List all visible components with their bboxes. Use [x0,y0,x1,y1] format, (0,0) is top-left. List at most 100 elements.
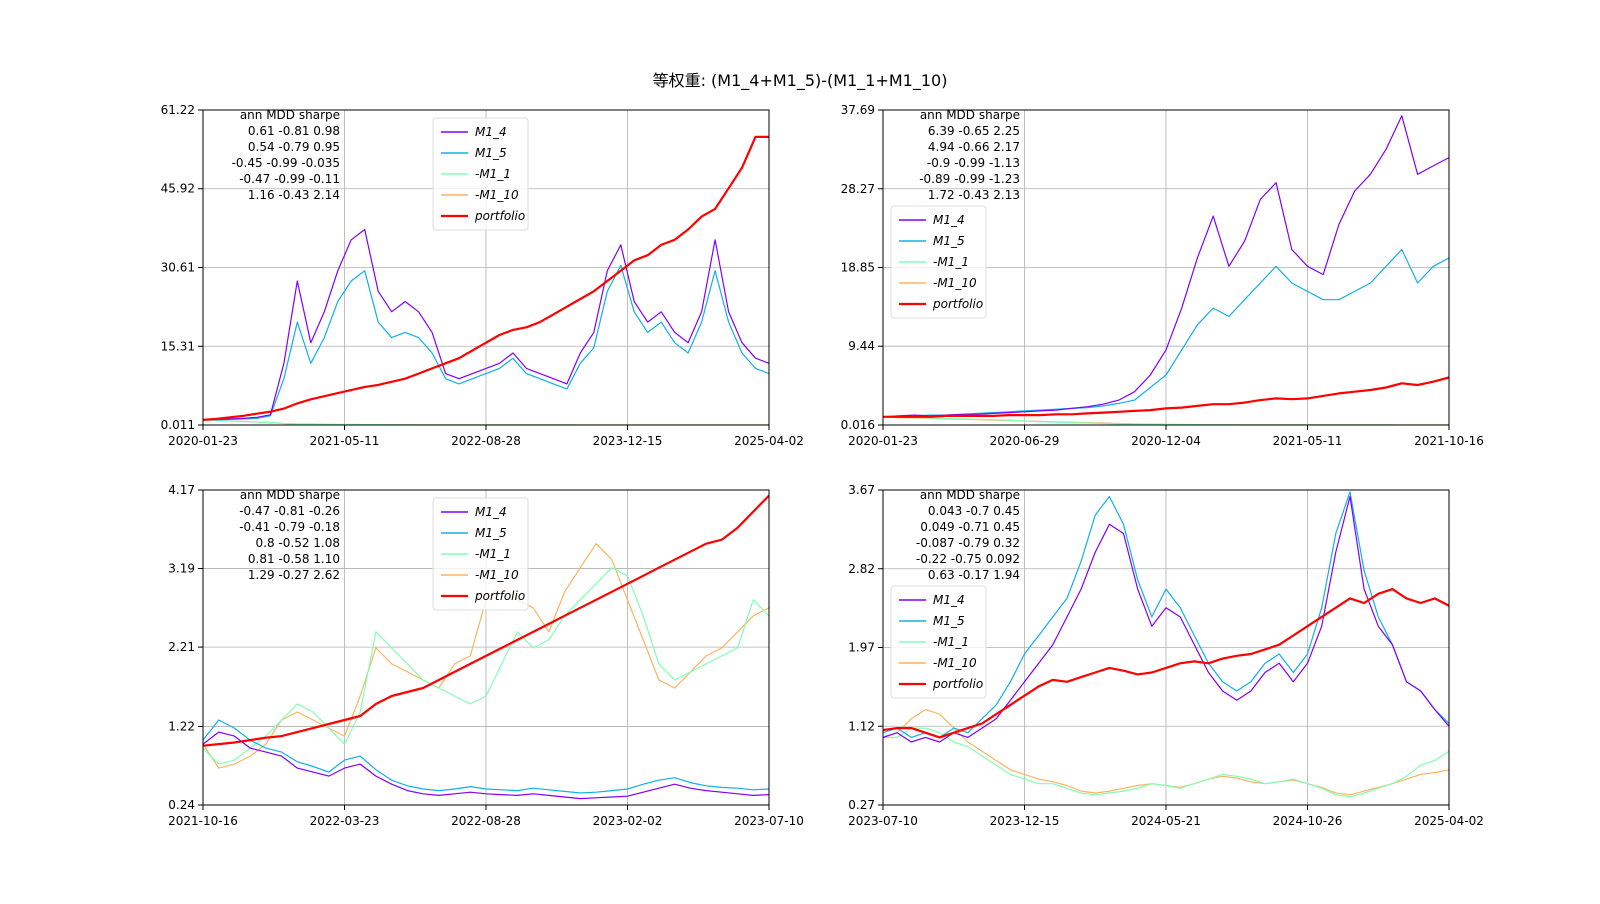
series-line-portfolio [203,494,769,747]
x-tick-label: 2023-12-15 [990,814,1060,828]
stats-row: 0.049 -0.71 0.45 [920,520,1020,534]
y-tick-label: 4.17 [168,483,195,497]
x-tick-label: 2022-08-28 [451,434,521,448]
x-tick-label: 2024-10-26 [1273,814,1343,828]
y-tick-label: 1.12 [848,719,875,733]
y-tick-label: 3.19 [168,562,195,576]
y-tick-label: 2.82 [848,562,875,576]
legend-label: -M1_1 [475,547,511,561]
legend-label: -M1_1 [933,255,969,269]
stats-row: 4.94 -0.66 2.17 [928,140,1020,154]
series-line-m1-5 [883,248,1449,418]
x-tick-label: 2022-03-23 [310,814,380,828]
y-tick-label: 18.85 [841,261,875,275]
y-tick-label: 15.31 [161,339,195,353]
series-line-neg-m1-1 [203,567,769,765]
x-tick-label: 2021-10-16 [1414,434,1484,448]
series-line-m1-5 [203,264,769,421]
plot-frame [882,109,1450,426]
legend-label: -M1_1 [475,167,511,181]
legend-label: -M1_10 [933,276,977,290]
y-tick-label: 1.97 [848,641,875,655]
plot-frame [202,489,770,806]
stats-row: -0.47 -0.81 -0.26 [239,504,340,518]
legend-label: M1_4 [475,125,507,139]
chart-panel-top-right: 2020-01-23 2020-06-29 2020-12-04 2021-05-11… [841,103,1484,448]
legend-label: M1_4 [933,213,965,227]
series-line-portfolio [203,135,769,421]
stats-row: 0.81 -0.58 1.10 [248,552,340,566]
stats-row: -0.087 -0.79 0.32 [916,536,1020,550]
y-tick-label: 3.67 [848,483,875,497]
figure-title: 等权重: (M1_4+M1_5)-(M1_1+M1_10) [653,71,948,91]
legend-label: M1_5 [933,234,965,248]
legend-label: -M1_1 [933,635,969,649]
stats-row: -0.45 -0.99 -0.035 [232,156,340,170]
stats-row: -0.47 -0.99 -0.11 [239,172,340,186]
stats-row: 6.39 -0.65 2.25 [928,124,1020,138]
y-tick-label: 0.27 [848,798,875,812]
series-line-m1-4 [883,495,1449,743]
plot-frame [202,109,770,426]
y-tick-label: 37.69 [841,103,875,117]
y-tick-label: 0.016 [841,418,875,432]
legend-label: M1_5 [933,614,965,628]
series-line-m1-4 [883,115,1449,418]
series-line-m1-5 [203,719,769,794]
stats-row: 0.54 -0.79 0.95 [248,140,340,154]
legend-label: -M1_10 [933,656,977,670]
x-tick-label: 2022-08-28 [451,814,521,828]
series-line-m1-4 [203,228,769,421]
y-tick-label: 1.22 [168,719,195,733]
series-line-m1-5 [883,491,1449,739]
legend-label: M1_4 [933,593,965,607]
stats-row: 1.29 -0.27 2.62 [248,568,340,582]
legend-label: portfolio [932,677,983,691]
stats-row: -0.9 -0.99 -1.13 [927,156,1020,170]
y-tick-label: 9.44 [848,339,875,353]
chart-panel-top-left: 2020-01-23 2021-05-11 2022-08-28 2023-12-15… [161,103,804,448]
legend-box [890,205,987,319]
stats-header: ann MDD sharpe [240,488,340,502]
legend-label: portfolio [932,297,983,311]
legend-box [432,497,529,611]
stats-row: 1.72 -0.43 2.13 [928,188,1020,202]
series-line-portfolio [883,376,1449,418]
legend-label: -M1_10 [475,568,519,582]
chart-panel-bottom-left: 2021-10-16 2022-03-23 2022-08-28 2023-02-02… [168,483,804,828]
x-tick-label: 2023-07-10 [734,814,804,828]
y-tick-label: 28.27 [841,182,875,196]
stats-header: ann MDD sharpe [920,488,1020,502]
x-tick-label: 2020-12-04 [1131,434,1201,448]
legend-box [432,117,529,231]
stats-header: ann MDD sharpe [240,108,340,122]
x-tick-label: 2020-01-23 [848,434,918,448]
x-tick-label: 2023-07-10 [848,814,918,828]
x-tick-label: 2025-04-02 [1414,814,1484,828]
stats-header: ann MDD sharpe [920,108,1020,122]
x-tick-label: 2021-10-16 [168,814,238,828]
stats-row: 0.63 -0.17 1.94 [928,568,1020,582]
stats-row: 0.043 -0.7 0.45 [928,504,1020,518]
y-tick-label: 30.61 [161,261,195,275]
series-line-portfolio [883,587,1449,739]
x-tick-label: 2025-04-02 [734,434,804,448]
legend-label: M1_5 [475,526,507,540]
stats-row: 0.61 -0.81 0.98 [248,124,340,138]
series-line-neg-m1-1 [883,727,1449,798]
stats-row: 0.8 -0.52 1.08 [256,536,340,550]
x-tick-label: 2024-05-21 [1131,814,1201,828]
stats-row: 1.16 -0.43 2.14 [248,188,340,202]
x-tick-label: 2021-05-11 [310,434,380,448]
y-tick-label: 0.011 [161,418,195,432]
x-tick-label: 2020-06-29 [990,434,1060,448]
chart-panel-bottom-right: 2023-07-10 2023-12-15 2024-05-21 2024-10-26… [848,483,1484,828]
series-line-m1-4 [203,731,769,800]
legend-label: portfolio [474,589,525,603]
plot-frame [882,489,1450,806]
x-tick-label: 2023-12-15 [593,434,663,448]
legend-label: portfolio [474,209,525,223]
stats-row: -0.22 -0.75 0.092 [916,552,1020,566]
